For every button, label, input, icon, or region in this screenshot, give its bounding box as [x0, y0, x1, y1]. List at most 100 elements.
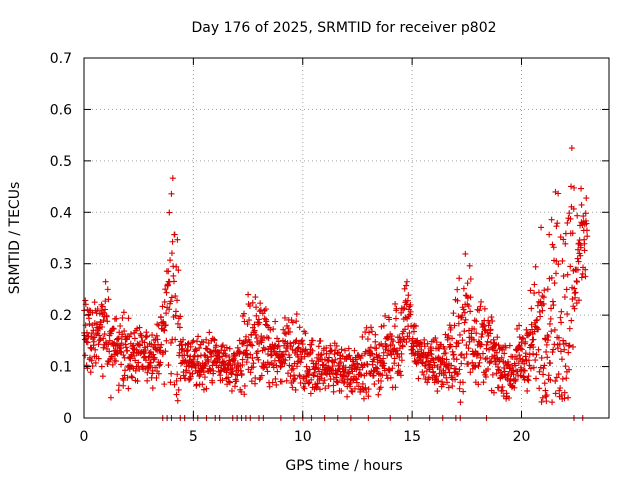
data-point — [195, 333, 202, 340]
data-point — [219, 342, 226, 349]
data-point — [119, 314, 126, 321]
data-point — [575, 297, 582, 304]
data-point — [432, 335, 439, 342]
data-point — [193, 347, 200, 354]
data-point — [541, 380, 548, 387]
data-point — [521, 360, 528, 367]
data-point — [407, 301, 414, 308]
data-point — [275, 342, 282, 349]
data-point — [516, 352, 523, 359]
data-point — [267, 326, 274, 333]
data-point — [358, 352, 365, 359]
data-point — [493, 349, 500, 356]
data-point — [401, 326, 408, 333]
data-point — [346, 370, 353, 377]
data-point — [365, 393, 372, 400]
data-point — [277, 364, 284, 371]
data-point — [257, 307, 264, 314]
data-point — [272, 375, 279, 382]
data-point — [536, 368, 543, 375]
data-point — [167, 257, 174, 264]
data-point — [185, 377, 192, 383]
data-point — [505, 361, 512, 368]
data-point — [174, 371, 181, 378]
data-point — [108, 353, 115, 360]
data-point — [162, 286, 169, 293]
data-point — [309, 337, 316, 344]
data-point — [318, 351, 325, 358]
data-point — [338, 388, 345, 395]
data-point — [560, 337, 567, 344]
data-point — [289, 384, 296, 391]
data-point — [434, 388, 441, 395]
data-point — [486, 320, 493, 327]
data-point — [401, 305, 408, 312]
data-point — [477, 354, 484, 361]
data-point — [337, 359, 344, 366]
data-point — [181, 359, 188, 366]
data-point — [558, 308, 565, 315]
data-point — [558, 356, 565, 363]
data-point — [562, 363, 569, 370]
data-point — [564, 271, 571, 278]
data-point — [558, 319, 565, 326]
data-point — [577, 244, 584, 251]
data-point — [478, 298, 485, 305]
data-point — [226, 379, 233, 386]
data-point — [174, 397, 181, 404]
data-point — [517, 372, 524, 379]
data-point — [196, 373, 203, 380]
data-point — [118, 361, 125, 368]
data-point — [412, 323, 419, 330]
data-point — [431, 359, 438, 366]
data-point — [266, 383, 273, 390]
data-point — [457, 352, 464, 359]
data-point — [540, 371, 547, 378]
data-point — [535, 326, 542, 333]
data-point — [302, 330, 309, 337]
data-point — [286, 354, 293, 361]
data-point — [560, 236, 567, 243]
data-point — [145, 354, 152, 361]
data-point — [120, 352, 127, 359]
data-point — [136, 324, 143, 331]
data-point — [147, 359, 154, 366]
data-point — [274, 343, 281, 350]
data-point — [244, 321, 251, 328]
y-tick-label: 0.3 — [50, 257, 72, 273]
data-point — [390, 338, 397, 345]
data-point — [332, 356, 339, 363]
data-point — [369, 350, 376, 357]
data-point — [205, 358, 212, 365]
data-point — [96, 337, 103, 344]
data-point — [454, 297, 461, 304]
data-point — [406, 329, 413, 336]
data-point — [120, 377, 127, 384]
data-point — [498, 354, 505, 361]
data-point — [233, 378, 240, 385]
data-point — [333, 342, 340, 349]
data-point — [281, 314, 288, 321]
data-point — [415, 375, 422, 382]
data-point — [583, 195, 590, 202]
data-point — [556, 387, 563, 394]
data-point — [530, 344, 537, 351]
data-point — [104, 286, 111, 293]
data-point — [551, 280, 558, 287]
data-point — [561, 389, 568, 396]
data-point — [100, 317, 107, 324]
data-point — [421, 343, 428, 350]
data-point — [404, 297, 411, 304]
data-point — [467, 308, 474, 315]
data-point — [446, 369, 453, 376]
data-point — [474, 351, 481, 358]
data-point — [209, 379, 216, 386]
data-point — [213, 342, 220, 349]
data-point — [548, 305, 555, 312]
data-point — [530, 364, 537, 371]
data-point — [243, 333, 250, 340]
data-point — [546, 231, 553, 238]
data-point — [131, 352, 138, 359]
